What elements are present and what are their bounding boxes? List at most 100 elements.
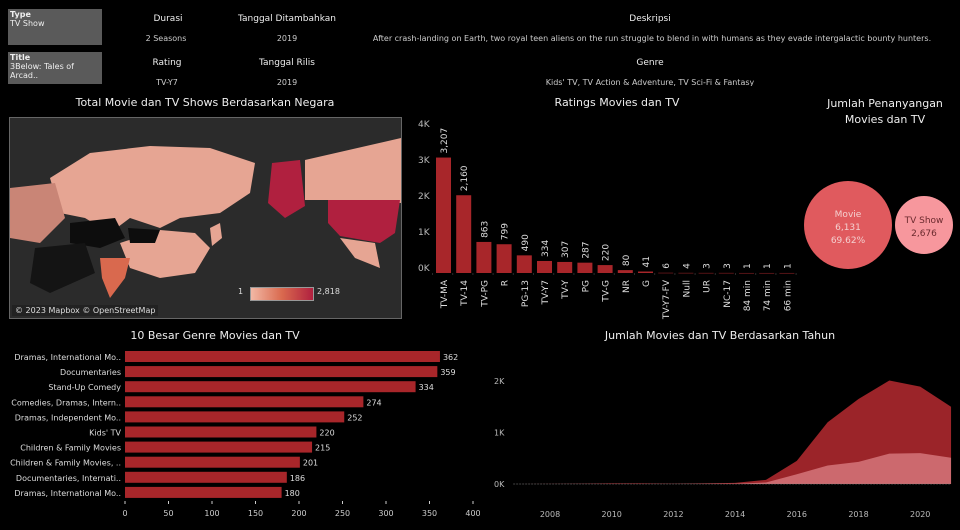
rating-bar <box>658 272 674 274</box>
genre-bar <box>125 411 345 423</box>
rating-bar <box>779 272 795 274</box>
genre-label: Children & Family Movies <box>20 444 121 453</box>
durasi-label: Durasi <box>153 14 183 24</box>
title-filter[interactable]: Title 3Below: Tales of Arcad.. <box>8 52 102 84</box>
genre-title: 10 Besar Genre Movies dan TV <box>130 329 300 342</box>
map-attribution[interactable]: © 2023 Mapbox © OpenStreetMap <box>12 305 159 316</box>
rating-category-label: TV-Y <box>561 280 571 300</box>
rating-bar <box>678 272 694 274</box>
rating-bar <box>516 255 532 273</box>
rating-bar <box>557 261 573 273</box>
india-region <box>100 258 130 298</box>
movie-area <box>519 380 952 484</box>
tvshow-value: 2,676 <box>911 229 937 239</box>
bubble-chart: Movie 6,131 69.62% TV Show 2,676 <box>804 181 953 269</box>
russia-region <box>50 146 255 233</box>
rating-bar <box>617 270 633 273</box>
release-label: Tanggal Rilis <box>259 58 315 68</box>
rating-category-label: TV-MA <box>440 279 450 309</box>
genre-label: Documentaries, Internati.. <box>16 474 121 483</box>
rating-category-label: PG-13 <box>521 280 531 307</box>
rating-value: TV-Y7 <box>156 78 178 86</box>
rating-category-label: TV-14 <box>460 280 470 307</box>
rating-category-label: TV-G <box>602 280 612 303</box>
rating-bar <box>537 260 552 273</box>
genre-bar <box>125 396 364 408</box>
x-tick-label: 250 <box>335 509 350 518</box>
added-label: Tanggal Ditambahkan <box>238 14 336 24</box>
alaska-region <box>268 160 305 218</box>
x-tick-label: 2010 <box>602 510 622 519</box>
rating-category-label: UR <box>703 280 713 293</box>
genre-label: Stand-Up Comedy <box>48 383 121 392</box>
rating-bar <box>476 241 492 273</box>
rating-value-label: 1 <box>743 263 753 269</box>
desc-label: Deskripsi <box>629 14 671 24</box>
rating-value-label: 3 <box>723 263 733 269</box>
mexico-region <box>340 238 380 268</box>
x-tick-label: 2008 <box>540 510 560 519</box>
rating-value-label: 799 <box>501 223 511 240</box>
country-map[interactable]: 1 2,818 © 2023 Mapbox © OpenStreetMap <box>9 117 402 319</box>
type-filter[interactable]: Type TV Show <box>8 9 102 45</box>
genre-value: 359 <box>440 368 455 377</box>
genre-label: Dramas, Independent Mo.. <box>15 413 121 422</box>
rating-value-label: 6 <box>662 263 672 269</box>
genre-bar <box>125 381 416 393</box>
rating-value-label: 334 <box>541 240 551 257</box>
x-tick-label: 150 <box>248 509 263 518</box>
rating-value-label: 41 <box>642 256 652 267</box>
genre-bar <box>125 486 282 498</box>
type-filter-value: TV Show <box>10 19 45 28</box>
genre-label: Dramas, International Mo.. <box>14 489 121 498</box>
middle-east-region <box>30 243 95 293</box>
genre-bar <box>125 366 438 378</box>
rating-category-label: Null <box>682 280 692 297</box>
genre-value: 220 <box>319 429 334 438</box>
x-tick-label: 400 <box>465 509 480 518</box>
rating-category-label: 74 min <box>763 280 773 311</box>
x-tick-label: 2016 <box>787 510 807 519</box>
movie-label: Movie <box>835 210 862 220</box>
added-value: 2019 <box>276 34 298 43</box>
legend-min: 1 <box>238 287 244 296</box>
genre-value: 180 <box>285 489 300 498</box>
rating-category-label: G <box>642 280 652 287</box>
rating-bar <box>638 271 653 273</box>
y-tick-label: 2K <box>494 377 505 386</box>
rating-value-label: 490 <box>521 234 531 251</box>
x-tick-label: 50 <box>163 509 173 518</box>
rating-bar <box>496 244 512 273</box>
usa-region <box>328 200 400 243</box>
y-tick-label: 1K <box>494 429 505 438</box>
rating-category-label: R <box>501 280 511 286</box>
rating-value-label: 80 <box>622 254 632 266</box>
title-filter-value: 3Below: Tales of Arcad.. <box>10 62 74 80</box>
y-tick-label: 0K <box>418 264 431 274</box>
rating-bar <box>698 272 714 274</box>
type-filter-label: Type <box>10 10 31 19</box>
mongolia-region <box>128 228 160 243</box>
movie-value: 6,131 <box>835 223 861 233</box>
tvshow-bubble <box>895 196 953 254</box>
genre-bar <box>125 351 440 362</box>
genre-label: Kids' TV <box>89 429 121 438</box>
genre-value: 274 <box>366 398 381 407</box>
x-tick-label: 0 <box>122 509 127 518</box>
rating-bar <box>577 262 593 273</box>
rating-bar <box>718 272 734 274</box>
y-tick-label: 0K <box>494 480 505 489</box>
genre-label: Dramas, International Mo.. <box>14 353 121 362</box>
japan-region <box>210 223 222 246</box>
y-tick-label: 3K <box>418 156 431 166</box>
genre-bar <box>125 456 300 468</box>
rating-value-label: 4 <box>682 263 692 269</box>
rating-value-label: 3 <box>703 263 713 269</box>
rating-value-label: 863 <box>480 221 490 238</box>
rating-label: Rating <box>152 58 182 68</box>
x-tick-label: 2014 <box>725 510 745 519</box>
x-tick-label: 100 <box>204 509 219 518</box>
legend-max: 2,818 <box>317 287 340 296</box>
rating-value-label: 1 <box>783 263 793 269</box>
color-legend <box>250 287 314 301</box>
